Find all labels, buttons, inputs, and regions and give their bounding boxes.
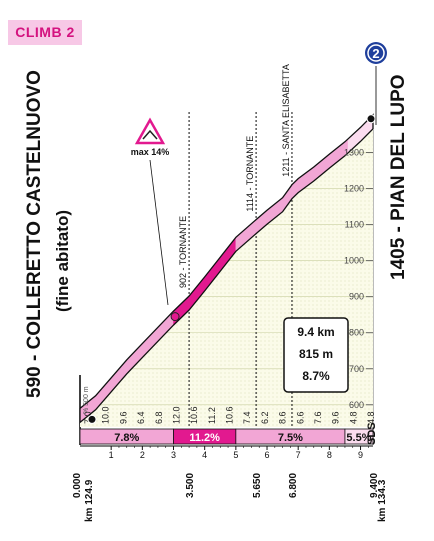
- altitude-tick-label: 900: [349, 292, 364, 302]
- altitude-tick-label: 1300: [344, 148, 364, 158]
- climb-summary-box: 9.4 km 815 m 8.7%: [283, 317, 349, 393]
- segment-gradient-label: 10.6: [225, 406, 235, 424]
- segment-gradient-label: 6.6: [295, 411, 305, 424]
- km-tick-label: 9: [358, 450, 363, 460]
- climb-annotations: 902 - TORNANTE 1114 - TORNANTE 1211 - SANT…: [178, 64, 291, 288]
- max-gradient-label: max 14%: [131, 147, 170, 157]
- summary-average: 8.7%: [302, 369, 330, 383]
- km-tick-label: 5: [233, 450, 238, 460]
- km-tick-label: 7: [296, 450, 301, 460]
- km-ticks: 1 2 3 4 5 6 7 8 9: [109, 446, 369, 460]
- altitude-tick-label: 600: [349, 400, 364, 410]
- segment-gradient-label: 9.6: [118, 411, 128, 424]
- finish-dot: [366, 114, 376, 124]
- max-gradient-dot: [170, 312, 180, 322]
- section-bar-segment: [344, 428, 374, 445]
- segment-gradient-label: 4.8: [366, 411, 376, 424]
- km-tick-label: 6: [265, 450, 270, 460]
- section-grade-label: 7.5%: [278, 432, 303, 444]
- start-km-race: km 124.9: [84, 479, 95, 522]
- km-tick-label: 3: [171, 450, 176, 460]
- km-tick-label: 2: [140, 450, 145, 460]
- start-label: 590 - COLLERETTO CASTELNUOVO: [24, 70, 45, 398]
- summary-distance: 9.4 km: [297, 325, 334, 339]
- climb-category-icon: 2: [365, 42, 387, 64]
- section-grade-label: 7.8%: [114, 432, 139, 444]
- km-marker-label: 9.400: [369, 473, 380, 498]
- section-gradient-bar: 7.8% 11.2% 7.5% 5.5%: [79, 428, 374, 445]
- annotation-label: 1114 - TORNANTE: [245, 136, 255, 212]
- segment-gradient-label: 6.8: [154, 411, 164, 424]
- segment-gradient-label: 10.6: [189, 406, 199, 424]
- segment-gradient-label: 11.2: [207, 407, 217, 424]
- start-km-label: 0.000: [72, 473, 83, 498]
- km-marker-label: 5.650: [252, 473, 263, 498]
- climb-number: 2: [372, 46, 379, 61]
- annotation-label: 902 - TORNANTE: [178, 216, 188, 288]
- start-sublabel: (fine abitato): [53, 210, 72, 312]
- max-gradient-sign: max 14%: [131, 117, 170, 157]
- segment-gradient-label: 12.0: [171, 406, 181, 424]
- scale-note: % 500 m: [83, 386, 90, 414]
- segment-gradient-label: 7.4: [242, 411, 252, 424]
- km-tick-label: 4: [202, 450, 207, 460]
- sds-logo: SDS: [366, 422, 378, 445]
- km-marker-label: 6.800: [288, 473, 299, 498]
- km-marker-labels: 3.500 5.650 6.800 9.400: [185, 473, 380, 498]
- climb-badge: CLIMB 2: [8, 20, 82, 45]
- segment-gradient-label: 4.8: [348, 411, 358, 424]
- finish-km-race: km 134.3: [377, 479, 388, 522]
- section-grade-label: 5.5%: [346, 432, 371, 444]
- altitude-ticks: 600 700 800 900 1000 1100 1200 1300: [344, 148, 373, 410]
- annotation-label: 1211 - SANTA ELISABETTA: [281, 64, 291, 177]
- altitude-tick-label: 1000: [344, 256, 364, 266]
- segment-gradient-label: 9.6: [331, 411, 341, 424]
- segment-gradient-label: 6.2: [260, 411, 270, 424]
- start-dot: [87, 414, 97, 424]
- km-marker-lines: [188, 112, 293, 427]
- max-gradient-leader: [149, 159, 169, 306]
- km-marker-label: 3.500: [185, 473, 196, 498]
- altitude-tick-label: 700: [349, 364, 364, 374]
- finish-label: 1405 - PIAN DEL LUPO: [388, 74, 409, 280]
- km-tick-label: 8: [327, 450, 332, 460]
- altitude-tick-label: 1200: [344, 184, 364, 194]
- segment-gradient-label: 8.6: [278, 411, 288, 424]
- km-tick-label: 1: [109, 450, 114, 460]
- segment-gradient-label: 7.6: [313, 411, 323, 424]
- segment-gradient-label: 10.0: [101, 406, 111, 424]
- summary-gain: 815 m: [299, 347, 333, 361]
- road-band-outline: [79, 113, 374, 424]
- section-grade-label: 11.2%: [189, 432, 220, 444]
- altitude-tick-label: 1100: [345, 220, 364, 230]
- altitude-tick-label: 800: [349, 328, 364, 338]
- segment-gradient-label: 6.4: [136, 411, 146, 424]
- gradient-road-band: [79, 113, 374, 424]
